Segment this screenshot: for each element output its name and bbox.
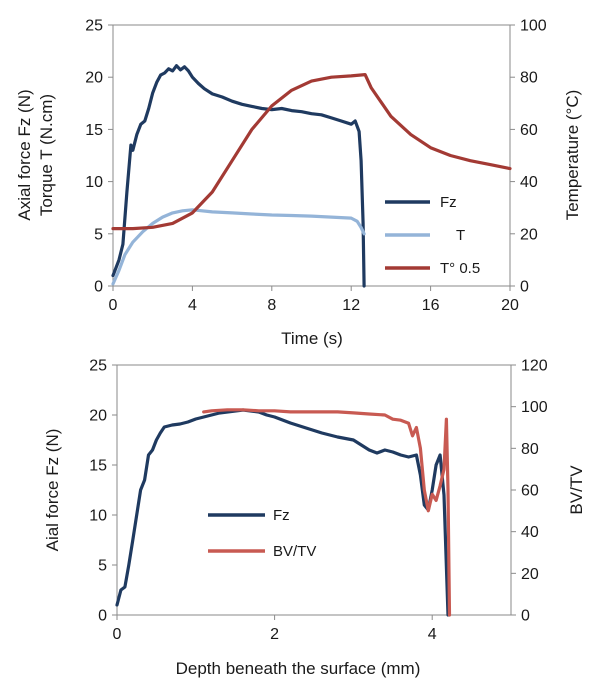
series-line-fz <box>111 64 366 288</box>
y-axis-label: Aial force Fz (N) <box>43 429 62 552</box>
y-tick-label: 15 <box>85 122 103 139</box>
plot-area-frame <box>112 24 511 287</box>
left-y-ticks: 0 5 10 15 20 25 <box>89 358 117 625</box>
y-tick-label: 10 <box>89 508 107 525</box>
y2-tick-label: 100 <box>521 399 548 416</box>
x-tick-label: 0 <box>109 297 118 314</box>
y2-tick-label: 100 <box>520 18 547 35</box>
y2-axis-label: BV/TV <box>567 465 586 515</box>
x-tick-label: 8 <box>267 297 276 314</box>
series-line-t-0-5 <box>111 72 512 231</box>
y-tick-label: 5 <box>94 226 103 243</box>
y-tick-label: 20 <box>85 70 103 87</box>
series-line-bv-tv <box>202 408 452 617</box>
y2-tick-label: 60 <box>521 483 539 500</box>
y-tick-label: 10 <box>85 174 103 191</box>
x-axis-label: Depth beneath the surface (mm) <box>176 659 421 678</box>
legend: Fz BV/TV <box>208 507 316 560</box>
x-tick-label: 4 <box>428 626 437 643</box>
legend-label: Fz <box>273 507 290 524</box>
y2-axis-label: Temperature (°C) <box>563 90 582 221</box>
y2-tick-label: 40 <box>521 524 539 541</box>
y2-tick-label: 0 <box>521 608 530 625</box>
y2-tick-label: 0 <box>520 279 529 296</box>
chart-depth-profile: 0 5 10 15 20 25 0 20 40 60 80 100 120 0 2 4 Fz BV/TV D… <box>43 358 586 679</box>
y2-tick-label: 60 <box>520 122 538 139</box>
y-tick-label: 0 <box>98 608 107 625</box>
y2-tick-label: 120 <box>521 358 548 375</box>
x-ticks: 0 4 8 12 16 20 <box>109 286 519 314</box>
y2-tick-label: 80 <box>520 70 538 87</box>
x-tick-label: 0 <box>113 626 122 643</box>
y-tick-label: 15 <box>89 458 107 475</box>
y-tick-label: 25 <box>89 358 107 375</box>
y2-tick-label: 40 <box>520 174 538 191</box>
legend: Fz T T° 0.5 <box>385 194 480 277</box>
x-tick-label: 16 <box>422 297 440 314</box>
x-axis-label: Time (s) <box>281 329 343 348</box>
y-tick-label: 5 <box>98 558 107 575</box>
series-line-t <box>111 208 366 286</box>
y-axis-label-line1: Axial force Fz (N) <box>15 89 34 220</box>
y-axis-label-line2: Torque T (N.cm) <box>37 94 56 216</box>
plot-area-frame <box>116 364 512 616</box>
right-y-ticks: 0 20 40 60 80 100 120 <box>511 358 548 625</box>
x-ticks: 0 2 4 <box>113 615 437 643</box>
series-lines <box>115 408 452 617</box>
left-y-ticks: 0 5 10 15 20 25 <box>85 18 113 296</box>
y-tick-label: 20 <box>89 408 107 425</box>
y2-tick-label: 20 <box>521 566 539 583</box>
legend-label: Fz <box>440 194 457 211</box>
y-tick-label: 25 <box>85 18 103 35</box>
legend-label: BV/TV <box>273 543 316 560</box>
x-tick-label: 20 <box>501 297 519 314</box>
y2-tick-label: 80 <box>521 441 539 458</box>
series-lines <box>111 64 512 288</box>
right-y-ticks: 0 20 40 60 80 100 <box>510 18 547 296</box>
x-tick-label: 4 <box>188 297 197 314</box>
y-tick-label: 0 <box>94 279 103 296</box>
y2-tick-label: 20 <box>520 226 538 243</box>
x-tick-label: 2 <box>270 626 279 643</box>
legend-label: T° 0.5 <box>440 260 480 277</box>
legend-label: T <box>456 227 465 244</box>
x-tick-label: 12 <box>342 297 360 314</box>
